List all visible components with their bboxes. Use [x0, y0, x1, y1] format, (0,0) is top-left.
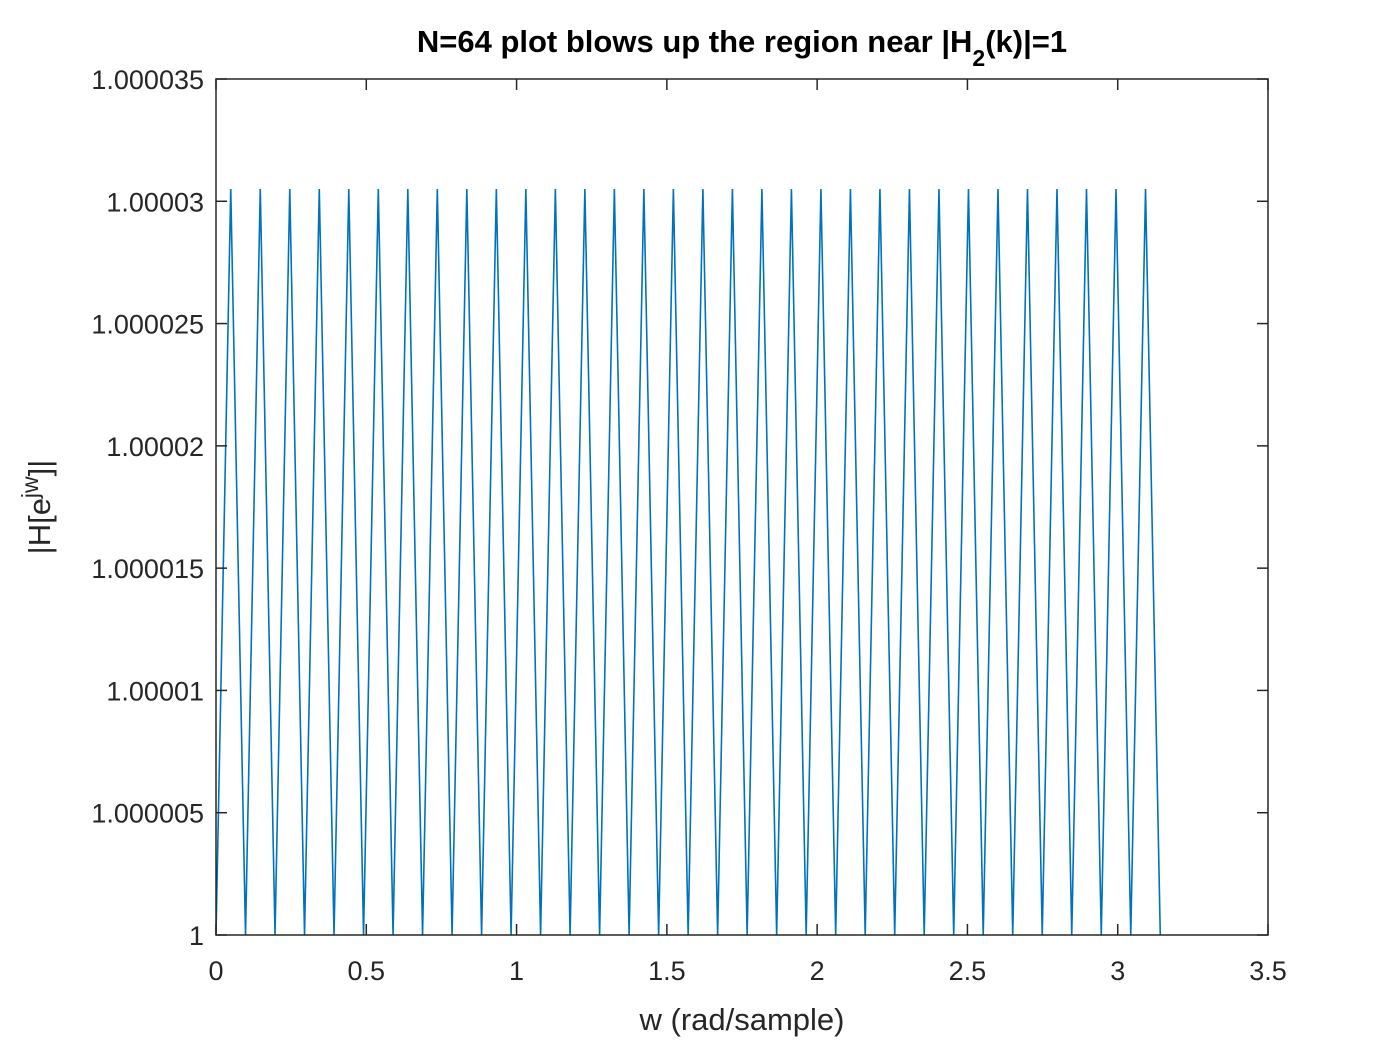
axes-box [215, 78, 1269, 936]
x-tick-label: 0.5 [348, 956, 386, 986]
x-tick-label: 3 [1110, 956, 1125, 986]
chart-title: N=64 plot blows up the region near |H2(k… [417, 24, 1067, 71]
y-axis-title-superscript: jw [17, 476, 43, 499]
y-tick-label: 1.000015 [91, 554, 204, 584]
y-axis-title-suffix: ]| [22, 460, 57, 477]
x-tick-label: 3.5 [1249, 956, 1287, 986]
y-tick-label: 1.000005 [91, 799, 204, 829]
x-tick-label: 2.5 [949, 956, 987, 986]
y-axis-title-prefix: |H[e [22, 498, 57, 554]
y-tick-label: 1.00001 [106, 676, 204, 706]
x-tick-label: 0 [208, 956, 223, 986]
y-tick-label: 1.000025 [91, 310, 204, 340]
y-tick-label: 1.00003 [106, 187, 204, 217]
chart-title-suffix: (k)|=1 [985, 24, 1067, 59]
y-axis-title: |H[ejw]| [17, 460, 57, 555]
y-tick-label: 1.000035 [91, 65, 204, 95]
y-tick-label: 1 [189, 921, 204, 951]
y-tick-label: 1.00002 [106, 432, 204, 462]
chart-title-subscript: 2 [972, 45, 985, 71]
ticks-layer: 0 0.5 1 1.5 2 2.5 3 3.5 1 1.000005 1.00001 1.000015… [91, 65, 1286, 986]
chart-title-prefix: N=64 plot blows up the region near |H [417, 24, 973, 59]
x-tick-label: 1.5 [648, 956, 686, 986]
x-axis-title: w (rad/sample) [639, 1002, 845, 1037]
x-tick-label: 1 [509, 956, 524, 986]
x-tick-label: 2 [810, 956, 825, 986]
